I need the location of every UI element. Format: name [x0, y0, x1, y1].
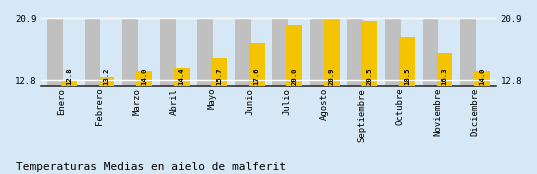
Text: 14.4: 14.4 [179, 68, 185, 85]
Bar [286, 25, 302, 174]
Bar [136, 71, 152, 174]
Bar [211, 58, 227, 174]
Bar [361, 21, 378, 174]
Bar [423, 18, 438, 174]
Bar [249, 44, 265, 174]
Text: 20.9: 20.9 [329, 68, 335, 85]
Bar [399, 37, 415, 174]
Bar [85, 18, 100, 174]
Bar [460, 18, 476, 174]
Bar [47, 18, 63, 174]
Bar [99, 77, 114, 174]
Bar [437, 53, 452, 174]
Bar [197, 18, 213, 174]
Text: 16.3: 16.3 [441, 68, 447, 85]
Bar [310, 18, 326, 174]
Bar [61, 80, 77, 174]
Text: 15.7: 15.7 [216, 68, 222, 85]
Bar [474, 71, 490, 174]
Bar [272, 18, 288, 174]
Text: 13.2: 13.2 [104, 68, 110, 85]
Bar [235, 18, 251, 174]
Text: 14.0: 14.0 [479, 68, 485, 85]
Text: 12.8: 12.8 [66, 68, 72, 85]
Bar [324, 18, 340, 174]
Bar [174, 68, 190, 174]
Text: Temperaturas Medias en aielo de malferit: Temperaturas Medias en aielo de malferit [16, 162, 286, 172]
Text: 20.0: 20.0 [291, 68, 297, 85]
Bar [159, 18, 176, 174]
Bar [347, 18, 363, 174]
Bar [122, 18, 138, 174]
Text: 20.5: 20.5 [366, 68, 372, 85]
Text: 18.5: 18.5 [404, 68, 410, 85]
Text: 17.6: 17.6 [254, 68, 260, 85]
Bar [385, 18, 401, 174]
Text: 14.0: 14.0 [141, 68, 147, 85]
